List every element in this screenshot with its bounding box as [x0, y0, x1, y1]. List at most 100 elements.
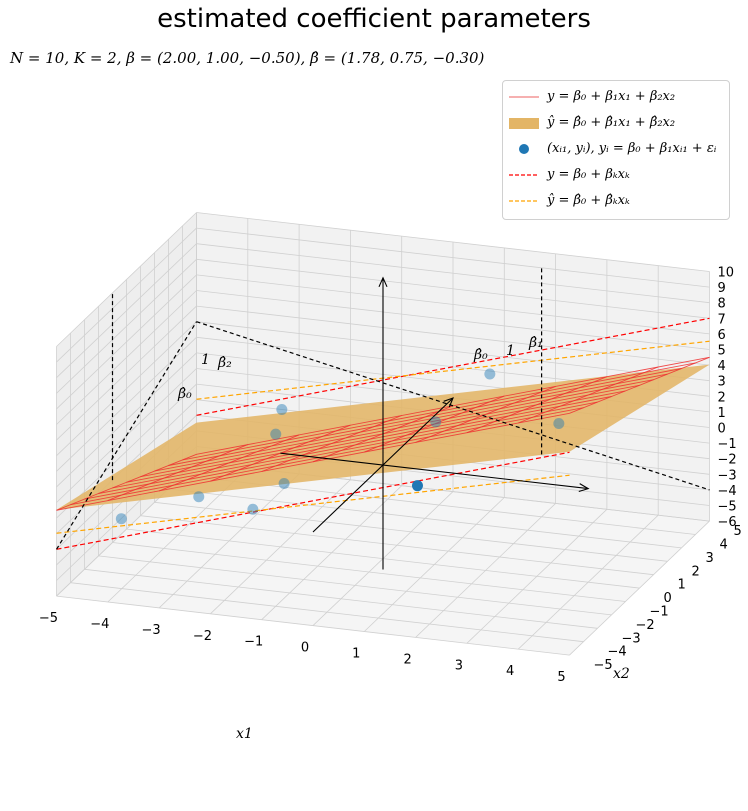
reference-lines [55, 267, 710, 570]
x2-tick-label: 3 [706, 551, 714, 566]
x2-tick-label: −3 [622, 631, 641, 646]
wire-line [70, 407, 584, 506]
data-point [276, 403, 288, 415]
grid-line [56, 259, 197, 394]
y-tick-label: −6 [718, 515, 737, 530]
legend-label: y = β₀ + β₁x₁ + β₂x₂ [547, 89, 676, 104]
y-tick-label: 0 [718, 422, 726, 437]
chart-subtitle: N = 10, K = 2, β = (2.00, 1.00, −0.50), … [10, 49, 485, 67]
data-point [484, 368, 496, 380]
annotations: β̂₀ β̂₀ β̂₁ β̂₂ 1 1 [177, 335, 543, 402]
y-tick-label: 8 [718, 297, 726, 312]
y-tick-label: 6 [718, 328, 726, 343]
y-tick-label: 10 [718, 266, 735, 281]
legend-label: (xᵢ₁, yᵢ), yᵢ = β₀ + β₁xᵢ₁ + εᵢ [547, 141, 717, 156]
y-tick-label: −2 [718, 453, 737, 468]
y-axis-label: x2 [613, 666, 630, 682]
wire-line [140, 379, 654, 478]
legend-key-marker [519, 144, 529, 154]
x2-tick-label: 1 [678, 578, 686, 593]
x2-tick-label: −5 [594, 658, 613, 673]
grid-line [70, 582, 584, 643]
x2-tick-label: 2 [692, 564, 700, 579]
x2-tick-label: −1 [650, 605, 669, 620]
grid-line [196, 212, 710, 272]
data-point [411, 480, 423, 492]
grid-line [196, 227, 710, 288]
x1-tick-label: −2 [193, 629, 212, 644]
grid-line [196, 274, 710, 335]
wire-line [56, 412, 570, 511]
legend-label: ŷ = β̂₀ + β̂ₖxₖ [547, 193, 630, 208]
data-point [193, 491, 205, 503]
data-point [247, 503, 259, 515]
grid-line [56, 274, 197, 410]
grid-line [196, 321, 710, 382]
wire-line [98, 396, 612, 494]
x2-tick-label: 0 [664, 591, 672, 606]
x1-tick-label: −5 [39, 611, 58, 626]
annotation-beta2-hat: β̂₂ [217, 355, 232, 371]
x2-tick-label: −2 [636, 618, 655, 633]
y-tick-label: 2 [718, 390, 726, 405]
data-point [115, 513, 127, 525]
legend-key-dashed [509, 174, 539, 176]
grid-line [196, 258, 710, 319]
data-point [270, 428, 282, 440]
x2-tick-label: 4 [720, 538, 728, 553]
y-tick-label: 3 [718, 375, 726, 390]
wire-line [168, 368, 682, 466]
grid-line [56, 212, 197, 347]
y-tick-label: −3 [718, 468, 737, 483]
grid-line [56, 337, 197, 472]
legend-key-dashed [509, 200, 539, 202]
grid-line [56, 352, 197, 488]
legend-entry-points: (xᵢ₁, yᵢ), yᵢ = β₀ + β₁xᵢ₁ + εᵢ [503, 139, 729, 159]
x-axis-label: x1 [236, 726, 253, 742]
legend-entry-true-line: y = β₀ + βₖxₖ [503, 165, 729, 185]
wire-line [84, 401, 598, 500]
x2-tick-label: 5 [734, 524, 742, 539]
grid-line [98, 555, 612, 616]
grid-line [168, 488, 682, 549]
x1-tick-label: 5 [557, 670, 565, 685]
guide-left [55, 321, 198, 550]
x1-tick-label: −4 [90, 617, 109, 632]
x1-tick-label: 4 [506, 664, 514, 679]
grid-line [196, 305, 710, 366]
x2-axis-arrow-head [443, 397, 454, 408]
annotation-unit-left: 1 [201, 352, 210, 368]
grid-line [56, 227, 197, 363]
y-tick-label: 7 [718, 312, 726, 327]
y-tick-label: 4 [718, 359, 726, 374]
x1-tick-label: 2 [403, 652, 411, 667]
grid-line [56, 290, 197, 425]
legend-entry-estimated-line: ŷ = β̂₀ + β̂ₖxₖ [503, 191, 729, 211]
legend-label: ŷ = β̂₀ + β̂₁x₁ + β̂₂x₂ [547, 115, 676, 130]
grid-line [112, 542, 626, 602]
grid-line [56, 243, 197, 378]
chart-title: estimated coefficient parameters [157, 4, 591, 34]
y-tick-label: −4 [718, 484, 737, 499]
x1-tick-label: 3 [455, 658, 463, 673]
legend-entry-estimated-plane: ŷ = β̂₀ + β̂₁x₁ + β̂₂x₂ [503, 113, 729, 133]
annotation-beta0-hat-left: β̂₀ [177, 386, 192, 402]
data-point [278, 477, 290, 489]
annotation-unit-right: 1 [506, 343, 515, 359]
grid-lines [56, 212, 710, 656]
grid-line [196, 243, 710, 304]
axis-labels: x1 x2 [236, 666, 630, 742]
legend-key-line [509, 96, 539, 98]
annotation-beta1-hat: β̂₁ [528, 335, 543, 351]
y-tick-label: 1 [718, 406, 726, 421]
data-point [553, 418, 565, 430]
legend-entry-true-plane: y = β₀ + β₁x₁ + β₂x₂ [503, 87, 729, 107]
x1-axis-arrow [280, 452, 589, 490]
grid-line [56, 595, 570, 656]
est-line-x1 [56, 474, 570, 534]
x1-tick-label: 1 [352, 647, 360, 662]
est-line-x1-back [196, 340, 710, 400]
x2-tick-label: −4 [608, 645, 627, 660]
annotation-beta0-hat-right: β̂₀ [473, 347, 488, 363]
y-tick-label: −1 [718, 437, 737, 452]
